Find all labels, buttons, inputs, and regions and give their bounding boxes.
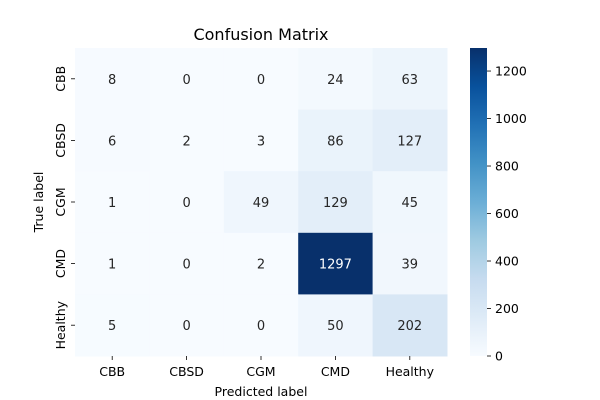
colorbar-tick-label: 200 [495,301,519,316]
heatmap-cell [223,294,299,357]
heatmap-cell [223,48,299,111]
cell-value-label: 0 [182,73,190,88]
cell-value-label: 39 [402,258,419,273]
cell-value-label: 24 [327,73,344,88]
heatmap-cell [298,294,374,357]
y-tick-label: Healthy [53,300,68,349]
cell-value-label: 5 [108,319,116,334]
heatmap-cell [298,171,374,234]
cell-value-label: 2 [257,258,265,273]
colorbar-tick-label: 800 [495,159,519,174]
cell-value-label: 45 [402,196,419,211]
colorbar-gradient [470,48,487,356]
heatmap-cell [223,109,299,172]
chart-title: Confusion Matrix [193,25,328,44]
cell-value-label: 50 [327,319,344,334]
cell-value-label: 2 [182,134,190,149]
y-tick-labels: CBB CBSD CGM CMD Healthy [53,66,75,349]
cell-value-label: 0 [257,319,265,334]
colorbar-tick-label: 600 [495,206,519,221]
colorbar-tick-label: 0 [495,349,503,364]
cell-value-label: 129 [323,196,348,211]
cell-value-label: 202 [397,319,422,334]
x-tick-label: CGM [246,364,275,379]
x-tick-label: CBB [99,364,125,379]
y-axis-label: True label [31,172,46,234]
heatmap-cell [298,109,374,172]
heatmap-cell [372,109,448,172]
heatmap-cell [75,48,150,111]
x-tick-label: Healthy [386,364,435,379]
heatmap-cell [372,48,448,111]
colorbar-tick-label: 1000 [495,111,527,126]
cell-value-label: 1 [108,196,116,211]
cell-value-label: 3 [257,134,265,149]
heatmap-cell [372,232,448,295]
heatmap-cell [149,48,225,111]
y-tick-label: CMD [53,249,68,278]
colorbar: 0 200 400 600 800 1000 1200 [470,48,527,364]
heatmap-cell [372,294,448,357]
x-axis-label: Predicted label [215,384,308,399]
heatmap-cell [75,109,150,172]
cell-value-label: 127 [397,134,422,149]
cell-value-label: 0 [182,319,190,334]
heatmap-cell [149,109,225,172]
colorbar-tick-label: 400 [495,254,519,269]
cell-value-label: 8 [108,73,116,88]
colorbar-tick-label: 1200 [495,64,527,79]
y-tick-label: CGM [53,187,68,216]
heatmap-cell [223,171,299,234]
heatmap-cell [75,171,150,234]
cell-value-label: 63 [402,73,419,88]
cell-value-label: 1297 [319,258,352,273]
cell-value-label: 86 [327,134,344,149]
y-tick-label: CBB [53,66,68,92]
heatmap-cell [298,232,374,295]
cell-value-label: 0 [257,73,265,88]
heatmap-cell [149,232,225,295]
heatmap-cell [75,294,150,357]
cell-value-label: 0 [182,196,190,211]
heatmap-cell [149,171,225,234]
heatmap-cell [298,48,374,111]
x-tick-label: CBSD [169,364,204,379]
x-tick-labels: CBB CBSD CGM CMD Healthy [99,356,435,379]
heatmap-cell [75,232,150,295]
cell-value-label: 49 [253,196,270,211]
cell-value-label: 6 [108,134,116,149]
heatmap-cell [223,232,299,295]
cell-value-label: 0 [182,258,190,273]
y-tick-label: CBSD [53,123,68,158]
heatmap-cell [149,294,225,357]
x-tick-label: CMD [321,364,350,379]
heatmap-cell [372,171,448,234]
cell-value-label: 1 [108,258,116,273]
